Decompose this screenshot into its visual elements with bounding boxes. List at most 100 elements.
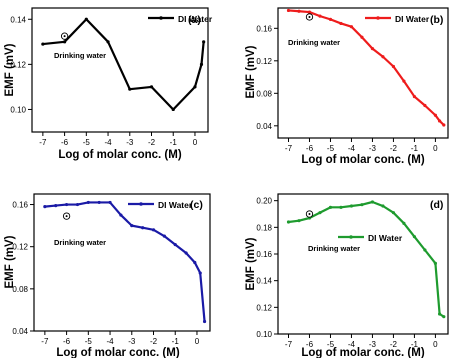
data-point	[108, 200, 112, 205]
x-tick-label: -1	[411, 144, 419, 153]
series-line	[42, 18, 205, 111]
annotation-text: Drinking water	[288, 38, 340, 47]
y-tick-label: 0.16	[256, 24, 272, 33]
data-point	[41, 42, 45, 46]
x-tick-label: -2	[390, 340, 398, 349]
x-tick-label: -6	[306, 340, 314, 349]
data-point	[43, 205, 47, 209]
y-tick-label: 0.10	[10, 105, 26, 114]
y-tick-label: 0.18	[256, 223, 272, 232]
series-line	[44, 201, 206, 322]
data-point	[173, 242, 177, 247]
x-tick-label: -6	[63, 337, 71, 346]
x-tick-label: -6	[306, 144, 314, 153]
data-point	[162, 234, 166, 238]
panel-b: EMF (mV) Log of molar conc. (M) (b) DI W…	[245, 7, 449, 166]
data-point	[75, 202, 80, 207]
drinking-water-marker-dot	[63, 35, 66, 38]
y-tick-label: 0.20	[256, 197, 272, 206]
data-point	[64, 202, 69, 207]
legend-marker	[376, 16, 380, 20]
x-axis-title: Log of molar conc. (M)	[56, 347, 179, 358]
data-point	[433, 113, 438, 117]
x-tick-label: 0	[195, 337, 200, 346]
annotation-text: Drinking water	[308, 244, 360, 253]
data-point	[193, 260, 197, 265]
legend-marker	[159, 16, 163, 20]
legend-label: DI Water	[158, 200, 193, 210]
data-point	[97, 200, 101, 205]
data-point	[412, 235, 417, 239]
x-tick-label: -2	[148, 138, 156, 147]
x-tick-label: -2	[150, 337, 158, 346]
data-point	[438, 119, 442, 123]
legend-label: DI Water	[178, 14, 213, 24]
series-line	[288, 200, 445, 318]
x-tick-label: -1	[170, 138, 178, 147]
panel-a: EMF (mV) Log of molar conc. (M) (a) DI W…	[4, 7, 213, 161]
y-tick-label: 0.08	[12, 285, 28, 294]
y-axis-title: EMF (mV)	[4, 43, 16, 96]
y-axis-title: EMF (mV)	[245, 237, 257, 290]
x-axis-title: Log of molar conc. (M)	[301, 347, 424, 358]
data-point	[423, 248, 427, 252]
legend-marker	[139, 202, 143, 206]
drinking-water-marker-dot	[65, 215, 68, 218]
legend-label: DI Water	[368, 233, 403, 243]
x-tick-label: -4	[104, 138, 112, 147]
legend-label: DI Water	[395, 14, 430, 24]
x-tick-label: -7	[39, 138, 47, 147]
data-point	[391, 211, 396, 215]
x-tick-label: -5	[327, 340, 335, 349]
data-point	[119, 213, 123, 217]
y-tick-label: 0.08	[256, 89, 272, 98]
data-point	[307, 10, 312, 14]
y-tick-label: 0.12	[256, 303, 272, 312]
x-tick-label: -4	[348, 340, 356, 349]
data-point	[402, 79, 406, 83]
annotation-text: Drinking water	[54, 51, 106, 60]
data-point	[297, 219, 301, 223]
x-tick-label: -7	[285, 144, 293, 153]
data-point	[193, 85, 197, 89]
y-tick-label: 0.16	[256, 250, 272, 259]
data-point	[171, 107, 175, 112]
x-tick-label: -2	[390, 144, 398, 153]
plot-frame	[277, 193, 449, 335]
data-point	[381, 55, 385, 59]
data-point	[438, 312, 442, 316]
data-point	[199, 62, 204, 66]
x-tick-label: 0	[193, 138, 198, 147]
y-axis-title: EMF (mV)	[245, 45, 257, 98]
data-point	[149, 85, 154, 89]
drinking-water-marker-dot	[308, 15, 311, 18]
data-point	[328, 205, 333, 209]
data-point	[402, 221, 406, 225]
x-axis-title: Log of molar conc. (M)	[58, 149, 181, 161]
data-point	[370, 200, 375, 204]
data-point	[202, 319, 207, 324]
x-tick-label: -4	[106, 337, 114, 346]
data-point	[106, 40, 110, 44]
x-tick-label: -5	[85, 337, 93, 346]
x-tick-label: -7	[41, 337, 49, 346]
data-point	[130, 224, 134, 228]
legend: DI Water	[365, 14, 430, 24]
plot-frame	[33, 193, 211, 332]
x-tick-label: -5	[83, 138, 91, 147]
x-tick-label: -7	[285, 340, 293, 349]
panel-c: EMF (mV) Log of molar conc. (M) (c) DI W…	[4, 193, 211, 358]
x-tick-label: 0	[433, 144, 438, 153]
legend: DI Water	[148, 14, 213, 24]
data-point	[297, 9, 301, 13]
y-tick-label: 0.10	[256, 330, 272, 339]
data-point	[423, 103, 427, 108]
y-tick-label: 0.04	[12, 327, 28, 336]
x-tick-label: -3	[369, 144, 377, 153]
data-point	[286, 8, 291, 13]
y-tick-label: 0.14	[10, 15, 26, 24]
series-line	[288, 9, 445, 126]
data-point	[198, 271, 202, 275]
legend: DI Water	[128, 200, 193, 210]
data-point	[318, 14, 322, 18]
